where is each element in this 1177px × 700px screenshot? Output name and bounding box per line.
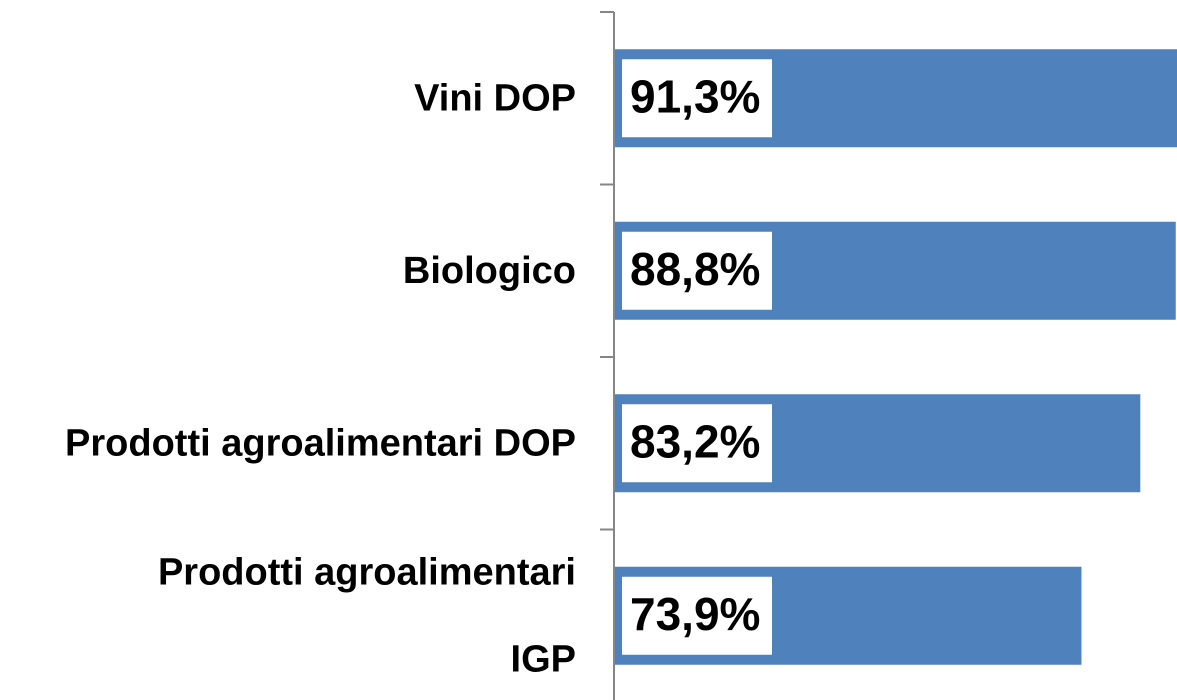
category-label: Prodotti agroalimentari DOP	[65, 422, 576, 464]
value-label: 88,8%	[630, 243, 760, 295]
value-label-box	[622, 231, 772, 310]
category-label: IGP	[511, 638, 576, 680]
category-label: Vini DOP	[414, 77, 576, 119]
plot-area	[614, 49, 1177, 665]
value-label-box	[622, 576, 772, 655]
category-label: Biologico	[403, 250, 576, 292]
category-label: Prodotti agroalimentari	[158, 551, 576, 593]
value-label: 91,3%	[630, 70, 760, 122]
value-label-box	[622, 59, 772, 138]
value-label-box	[622, 404, 772, 483]
value-label: 83,2%	[630, 415, 760, 467]
value-label: 73,9%	[630, 588, 760, 640]
